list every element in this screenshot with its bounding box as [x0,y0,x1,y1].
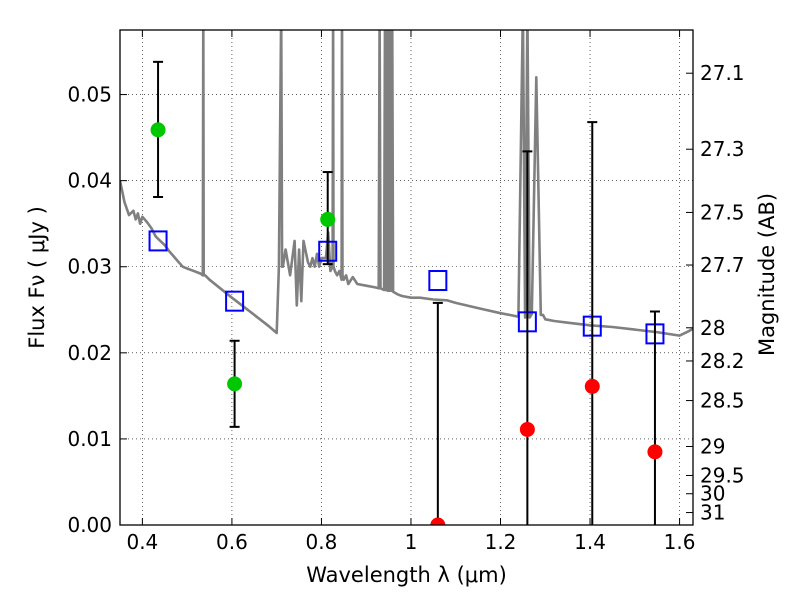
detection-point [320,211,336,227]
nondetection-point [584,378,600,394]
mag-tick-label: 28 [700,316,725,340]
model-band-square [428,270,448,292]
y-tick-label: 0.02 [67,341,112,365]
nondetection-point [430,517,446,525]
x-tick-label: 1.2 [485,530,517,554]
mag-tick-label: 28.2 [700,349,745,373]
x-tick-label: 1.6 [664,530,696,554]
y-tick-label: 0.04 [67,169,112,193]
nondetection-point [647,444,663,460]
data-marks-layer [148,60,665,525]
mag-tick-label: 28.5 [700,389,745,413]
y-axis-title: Flux Fν ( μJy ) [25,206,49,349]
y-tick-label: 0.01 [67,427,112,451]
x-tick-label: 0.4 [126,530,158,554]
mag-tick-label: 27.1 [700,61,745,85]
grid [120,30,693,526]
mag-tick-label: 31 [700,501,725,525]
mag-tick-label: 27.3 [700,137,745,161]
x-axis-title: Wavelength λ (μm) [306,563,507,587]
y2-axis-title: Magnitude (AB) [755,193,779,356]
model-spectrum-line [120,30,693,337]
y-tick-label: 0.00 [67,513,112,537]
x-tick-label: 0.8 [306,530,338,554]
model-band-square [225,290,245,312]
mag-tick-label: 27.5 [700,200,745,224]
mag-tick-label: 29 [700,434,725,458]
x-tick-label: 0.6 [216,530,248,554]
mag-tick-label: 27.7 [700,253,745,277]
mag-tick-label: 29.5 [700,463,745,487]
model-band-square [148,230,168,252]
x-tick-label: 1 [405,530,418,554]
nondetection-point [519,421,535,437]
x-tick-label: 1.4 [574,530,606,554]
mag-tick-label: 30 [700,482,725,506]
y-tick-label: 0.05 [67,83,112,107]
y-tick-label: 0.03 [67,255,112,279]
model-spectrum-layer [120,30,693,337]
detection-point [227,376,243,392]
axis-ticks: 0.4 0.6 0.8 1 1.2 1.4 1.6 0.00 0.01 0.02 0.03 0.04 0… [67,30,745,554]
detection-point [150,122,166,138]
plot-frame [119,29,694,526]
